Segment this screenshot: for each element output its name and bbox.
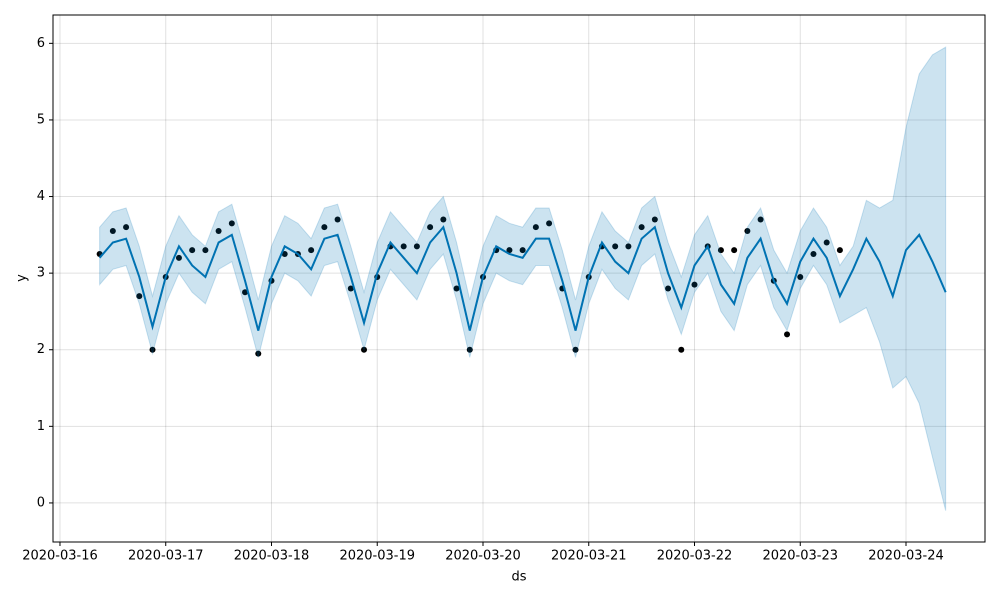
x-tick-label: 2020-03-24 <box>868 549 944 564</box>
x-tick-label: 2020-03-22 <box>657 549 733 564</box>
data-point <box>308 247 315 254</box>
x-tick-label: 2020-03-21 <box>551 549 627 564</box>
data-point <box>175 254 182 261</box>
y-tick-label: 0 <box>37 495 45 510</box>
x-tick-label: 2020-03-16 <box>22 549 98 564</box>
y-tick-label: 1 <box>37 419 45 434</box>
x-tick-label: 2020-03-23 <box>762 549 838 564</box>
data-point <box>255 350 262 357</box>
data-point <box>810 250 817 257</box>
y-axis-label: y <box>15 274 30 282</box>
data-point <box>625 243 632 250</box>
data-point <box>321 224 328 231</box>
data-point <box>334 216 341 223</box>
x-axis-label: ds <box>511 570 526 585</box>
data-point <box>757 216 764 223</box>
data-point <box>440 216 447 223</box>
data-point <box>532 224 539 231</box>
data-point <box>400 243 407 250</box>
data-point <box>123 224 130 231</box>
data-point <box>784 331 791 338</box>
data-point <box>466 346 473 353</box>
data-point <box>189 247 196 254</box>
data-point <box>242 289 249 296</box>
x-tick-label: 2020-03-18 <box>234 549 310 564</box>
y-tick-label: 4 <box>37 189 45 204</box>
data-point <box>347 285 354 292</box>
data-point <box>413 243 420 250</box>
data-point <box>744 228 751 235</box>
data-point <box>202 247 209 254</box>
data-point <box>228 220 235 227</box>
data-point <box>519 247 526 254</box>
data-point <box>651 216 658 223</box>
x-tick-label: 2020-03-19 <box>339 549 415 564</box>
forecast-line <box>98 225 947 331</box>
data-point <box>453 285 460 292</box>
data-point <box>136 293 143 300</box>
data-point <box>546 220 553 227</box>
data-point <box>109 228 116 235</box>
data-point <box>638 224 645 231</box>
data-point <box>149 346 156 353</box>
data-point <box>612 243 619 250</box>
y-tick-label: 5 <box>37 112 45 127</box>
y-tick-label: 6 <box>37 36 45 51</box>
data-point <box>361 346 368 353</box>
data-point <box>823 239 830 246</box>
data-point <box>678 346 685 353</box>
data-point <box>665 285 672 292</box>
x-tick-label: 2020-03-20 <box>445 549 521 564</box>
plot-frame <box>52 14 986 543</box>
data-point <box>281 250 288 257</box>
y-tick-label: 2 <box>37 342 45 357</box>
uncertainty-band <box>99 46 947 511</box>
data-point <box>836 247 843 254</box>
data-point <box>731 247 738 254</box>
data-point <box>427 224 434 231</box>
data-point <box>215 228 222 235</box>
data-point <box>717 247 724 254</box>
data-point <box>797 273 804 280</box>
y-tick-label: 3 <box>37 266 45 281</box>
x-tick-label: 2020-03-17 <box>128 549 204 564</box>
data-point <box>691 281 698 288</box>
data-point <box>572 346 579 353</box>
data-point <box>506 247 513 254</box>
